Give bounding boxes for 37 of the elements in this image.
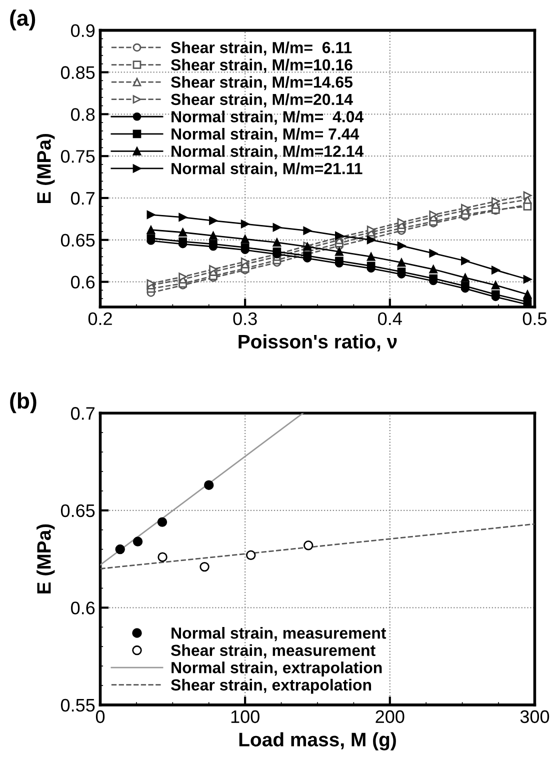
y-tick-label: 0.75: [60, 150, 95, 163]
legend-label: Shear strain, M/m=20.14: [170, 93, 353, 108]
y-tick-label: 0.6: [71, 602, 95, 614]
y-tick-label: 0.7: [71, 407, 94, 420]
y-tick-label: 0.65: [60, 234, 95, 247]
legend-label: Shear strain, measurement: [170, 644, 376, 658]
x-tick-label: 0.2: [88, 312, 112, 326]
legend-label: Normal strain, M/m= 7.44: [172, 128, 360, 142]
y-tick-label: 0.7: [71, 192, 94, 205]
legend-label: Shear strain, extrapolation: [170, 678, 372, 694]
x-tick-label: 300: [520, 710, 550, 724]
y-tick-label: 0.6: [71, 276, 95, 289]
x-tick-label: 100: [231, 710, 260, 724]
x-tick-label: 0.5: [522, 312, 547, 326]
y-tick-label: 0.85: [60, 66, 95, 79]
legend-label: Normal strain, measurement: [172, 627, 386, 642]
legend-label: Normal strain, extrapolation: [172, 662, 382, 676]
y-tick-label: 0.65: [60, 504, 95, 518]
y-tick-label: 0.55: [60, 698, 95, 712]
chart-title: (b): [10, 392, 36, 414]
legend-label: Shear strain, M/m=10.16: [170, 58, 352, 73]
y-axis-title: E (MPa): [36, 524, 55, 594]
x-tick-label: 0.4: [378, 312, 402, 326]
y-tick-label: 0.8: [71, 108, 95, 121]
y-tick-label: 0.9: [71, 24, 95, 38]
x-tick-label: 0.3: [233, 312, 257, 326]
y-axis-title: E (MPa): [36, 134, 55, 204]
legend-label: Shear strain, M/m= 6.11: [170, 42, 352, 56]
x-axis-title: Poisson's ratio, ν: [238, 334, 397, 352]
x-axis-title: Load mass, M (g): [239, 732, 396, 750]
legend-label: Normal strain, M/m= 4.04: [172, 110, 364, 125]
x-tick-label: 0: [96, 710, 105, 724]
x-tick-label: 200: [376, 710, 404, 724]
legend-label: Shear strain, M/m=14.65: [170, 76, 353, 90]
legend-label: Normal strain, M/m=12.14: [172, 145, 364, 160]
legend-label: Normal strain, M/m=21.11: [172, 162, 362, 177]
chart-title: (a): [10, 10, 36, 30]
